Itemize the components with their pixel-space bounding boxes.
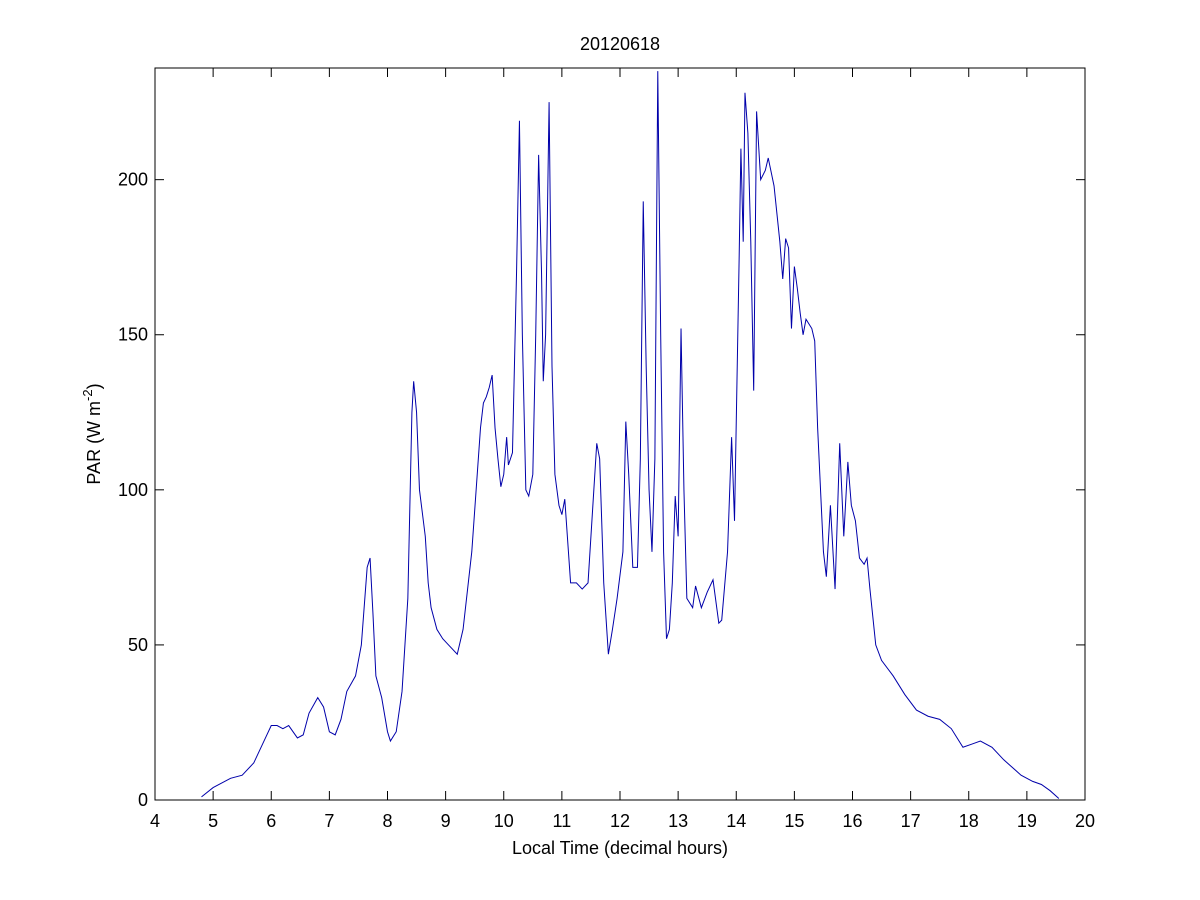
x-tick-label: 14 (726, 811, 746, 831)
x-tick-label: 17 (901, 811, 921, 831)
y-label-main: PAR (W m (84, 401, 104, 485)
x-tick-label: 15 (784, 811, 804, 831)
y-tick-label: 50 (128, 635, 148, 655)
x-tick-label: 16 (842, 811, 862, 831)
x-tick-label: 13 (668, 811, 688, 831)
x-tick-label: 12 (610, 811, 630, 831)
x-tick-label: 8 (382, 811, 392, 831)
x-tick-label: 10 (494, 811, 514, 831)
x-tick-label: 6 (266, 811, 276, 831)
plot-area (154, 67, 1086, 801)
y-label-end: ) (84, 383, 104, 389)
y-axis-label: PAR (W m-2) (80, 383, 104, 484)
y-tick-label: 150 (118, 325, 148, 345)
x-tick-label: 11 (553, 811, 572, 831)
y-tick-label: 200 (118, 170, 148, 190)
x-tick-label: 4 (150, 811, 160, 831)
x-tick-label: 9 (441, 811, 451, 831)
x-tick-label: 5 (208, 811, 218, 831)
chart-title: 20120618 (580, 34, 660, 54)
data-line (201, 71, 1060, 799)
y-tick-label: 0 (138, 790, 148, 810)
x-tick-label: 20 (1075, 811, 1095, 831)
x-tick-label: 19 (1017, 811, 1037, 831)
y-label-sup: -2 (80, 389, 95, 401)
x-tick-label: 7 (324, 811, 334, 831)
x-axis-label: Local Time (decimal hours) (512, 838, 728, 858)
x-tick-label: 18 (959, 811, 979, 831)
y-tick-label: 100 (118, 480, 148, 500)
